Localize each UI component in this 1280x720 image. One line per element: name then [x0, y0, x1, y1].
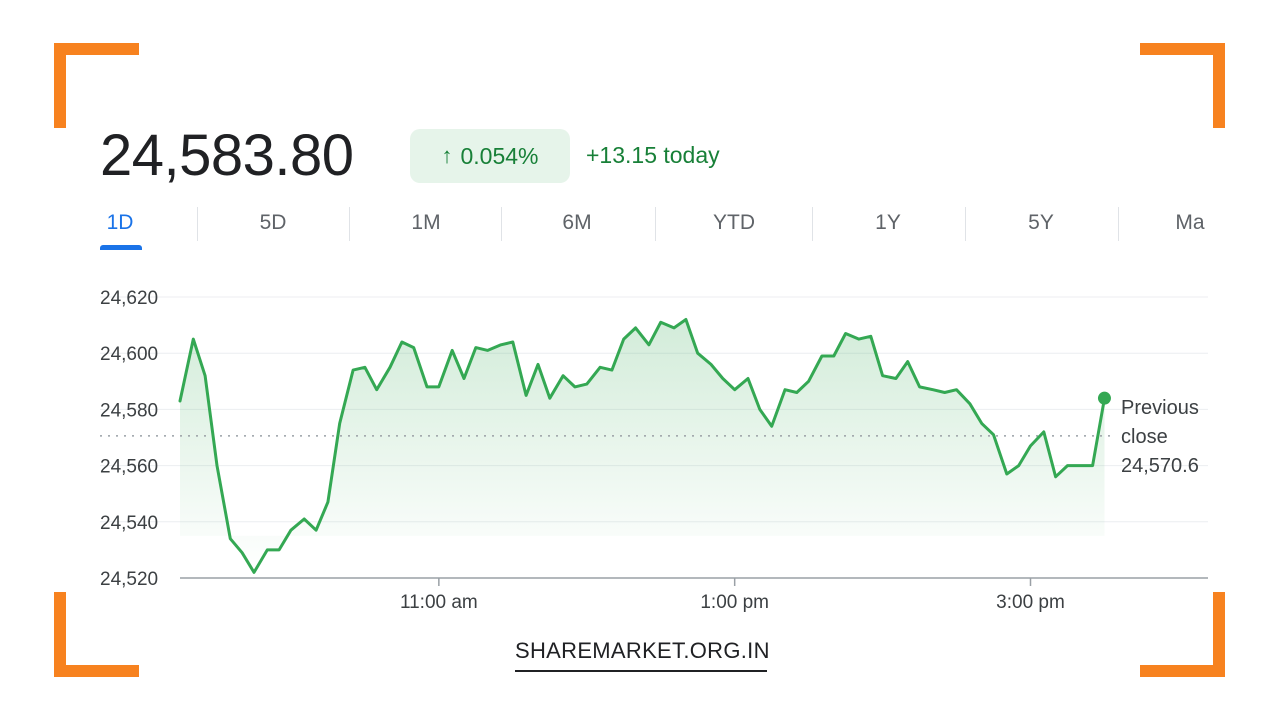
tab-divider	[501, 207, 502, 241]
site-watermark: SHAREMARKET.ORG.IN	[515, 638, 769, 672]
range-tabs: 1D 5D 1M 6M YTD 1Y 5Y Ma	[100, 205, 1210, 251]
y-tick-label: 24,600	[100, 344, 158, 365]
price-area-fill	[180, 319, 1105, 573]
tab-1m[interactable]: 1M	[411, 211, 441, 234]
y-tick-label: 24,560	[100, 457, 158, 478]
y-tick-label: 24,620	[100, 288, 158, 309]
tab-ytd[interactable]: YTD	[713, 211, 755, 234]
corner-bracket-bottom-right	[1140, 592, 1225, 677]
tab-1d[interactable]: 1D	[106, 211, 134, 234]
arrow-up-icon: ↑	[441, 143, 453, 168]
active-tab-indicator	[100, 245, 142, 250]
tab-divider	[197, 207, 198, 241]
previous-close-label-line2: close	[1121, 426, 1168, 448]
current-price: 24,583.80	[100, 123, 354, 188]
x-axis-ticks: 11:00 am 1:00 pm 3:00 pm	[400, 578, 1065, 613]
tab-divider	[812, 207, 813, 241]
tab-6m[interactable]: 6M	[562, 211, 592, 234]
y-axis-ticks: 24,620 24,600 24,580 24,560 24,540 24,520	[100, 288, 158, 590]
x-tick-label: 3:00 pm	[996, 592, 1065, 613]
tab-max[interactable]: Ma	[1175, 211, 1205, 234]
previous-close-value: 24,570.6	[1121, 455, 1199, 477]
y-tick-label: 24,540	[100, 513, 158, 534]
x-tick-label: 11:00 am	[400, 592, 478, 613]
y-tick-label: 24,520	[100, 569, 158, 590]
tab-divider	[349, 207, 350, 241]
price-series-line	[178, 318, 1106, 574]
tab-5d[interactable]: 5D	[259, 211, 287, 234]
x-tick-label: 1:00 pm	[700, 592, 769, 613]
corner-bracket-bottom-left	[54, 592, 139, 677]
percent-change-badge: ↑ 0.054%	[410, 129, 570, 183]
tab-divider	[965, 207, 966, 241]
percent-change-value: 0.054%	[460, 142, 539, 169]
tab-divider	[655, 207, 656, 241]
tab-1y[interactable]: 1Y	[875, 211, 901, 234]
previous-close-label-line1: Previous	[1121, 397, 1199, 419]
tab-divider	[1118, 207, 1119, 241]
corner-bracket-top-right	[1140, 43, 1225, 128]
corner-bracket-top-left	[54, 43, 139, 128]
tab-5y[interactable]: 5Y	[1028, 211, 1054, 234]
last-price-point[interactable]	[1097, 391, 1111, 405]
today-change: +13.15 today	[586, 142, 720, 168]
y-tick-label: 24,580	[100, 400, 158, 421]
